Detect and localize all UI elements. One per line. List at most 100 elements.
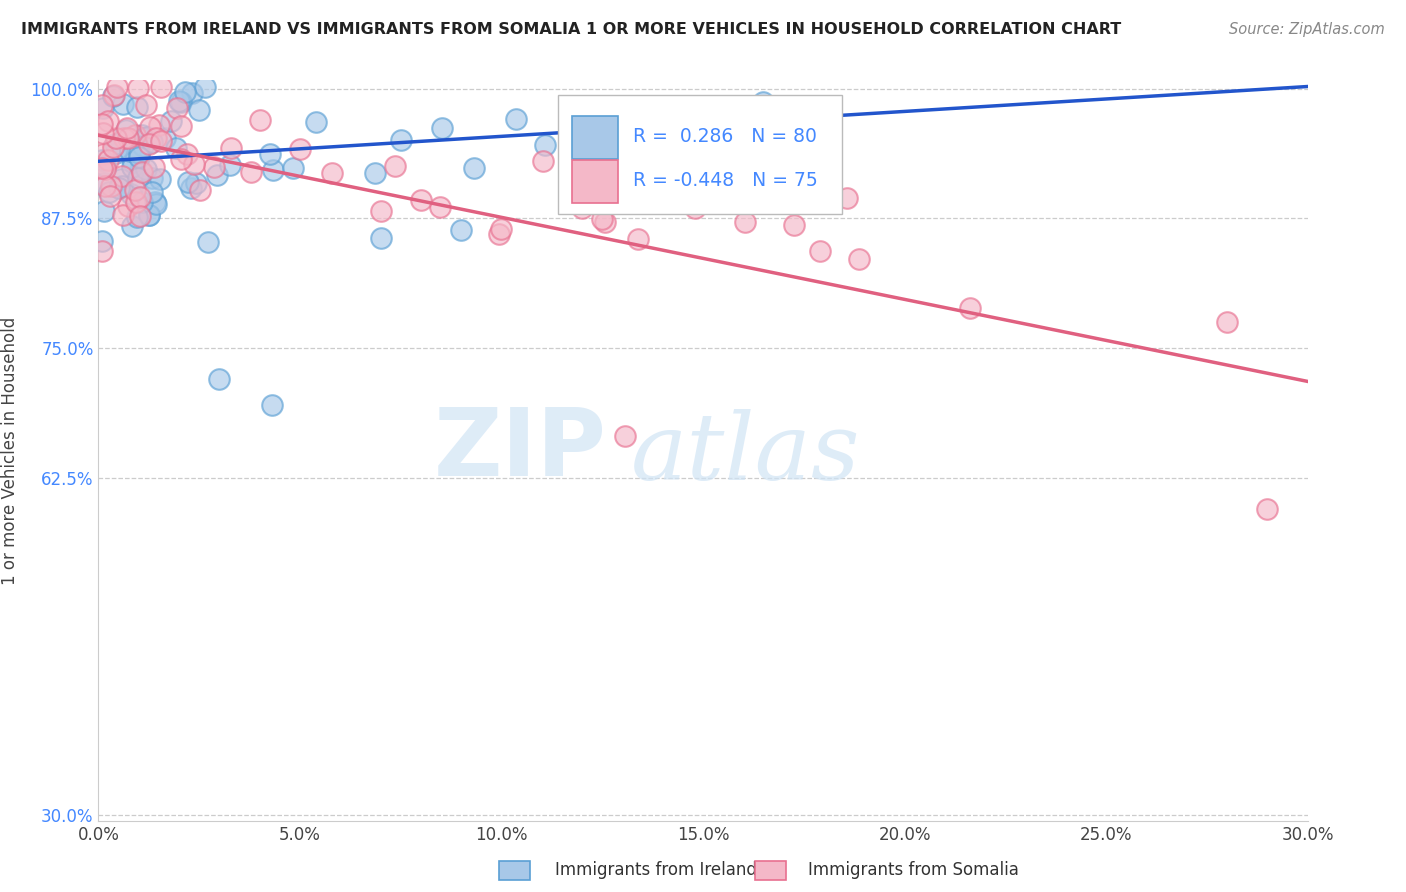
Point [148,118,170,132]
Point [114,123,136,137]
Point [783,218,806,232]
Point [180,87,202,101]
Point [107,181,129,195]
Point [1256,502,1278,516]
Point [582,120,605,135]
Point [409,193,432,207]
Point [794,149,817,163]
Point [613,429,636,443]
Point [188,103,211,117]
Point [104,136,127,151]
Point [463,161,485,175]
Point [534,137,557,152]
Point [591,211,613,226]
Point [450,222,472,236]
Point [138,136,160,151]
Point [749,161,772,175]
Point [305,115,328,129]
Text: R = -0.448   N = 75: R = -0.448 N = 75 [633,171,818,190]
Point [91,244,114,258]
Text: ZIP: ZIP [433,404,606,497]
Point [117,199,139,213]
Point [848,252,870,266]
Point [683,201,706,215]
Point [149,79,172,94]
Point [124,128,146,142]
Point [783,180,806,194]
FancyBboxPatch shape [572,160,619,202]
Point [94,159,117,173]
Point [129,209,152,223]
Point [600,128,623,143]
Point [370,230,392,244]
Point [531,153,554,168]
Point [160,113,183,128]
Point [959,301,981,315]
Point [139,120,162,135]
Point [752,95,775,109]
Point [91,153,114,167]
Point [121,187,143,202]
Point [107,79,129,94]
Point [105,131,128,145]
Point [288,142,311,156]
Point [97,153,120,167]
Point [169,153,191,167]
Point [91,117,114,131]
Text: Immigrants from Ireland: Immigrants from Ireland [555,861,758,879]
Point [180,180,202,194]
Point [138,208,160,222]
Point [141,170,163,185]
FancyBboxPatch shape [558,95,842,213]
Point [491,222,513,236]
Point [136,130,159,145]
Point [612,136,634,151]
Point [593,215,616,229]
Point [141,135,163,149]
Point [103,87,125,102]
Point [432,120,454,135]
Point [177,175,200,189]
Point [134,161,156,176]
Point [190,183,212,197]
Point [810,244,832,258]
Point [173,85,195,99]
Text: R =  0.286   N = 80: R = 0.286 N = 80 [633,127,817,146]
Point [127,81,149,95]
Point [124,183,146,197]
Text: atlas: atlas [630,409,860,500]
Point [170,119,193,133]
FancyBboxPatch shape [572,116,619,159]
Point [202,160,225,174]
Point [101,88,124,103]
Point [571,202,593,216]
Point [167,94,190,108]
Point [568,145,591,159]
Point [91,126,114,140]
Point [259,147,281,161]
Point [128,146,150,161]
Point [197,235,219,250]
Point [208,372,231,386]
Point [115,120,138,135]
Point [176,147,198,161]
Point [112,131,135,145]
Point [93,203,115,218]
Point [94,162,117,177]
Point [219,158,242,172]
Point [149,172,172,186]
Point [94,178,117,193]
Point [143,195,166,210]
Point [121,160,143,174]
Point [734,215,756,229]
Point [370,204,392,219]
Point [125,100,148,114]
Point [186,176,208,190]
Point [685,172,707,186]
Point [219,141,242,155]
Point [194,79,217,94]
Point [145,196,167,211]
Point [170,95,193,109]
Point [790,118,813,132]
Point [100,179,122,194]
